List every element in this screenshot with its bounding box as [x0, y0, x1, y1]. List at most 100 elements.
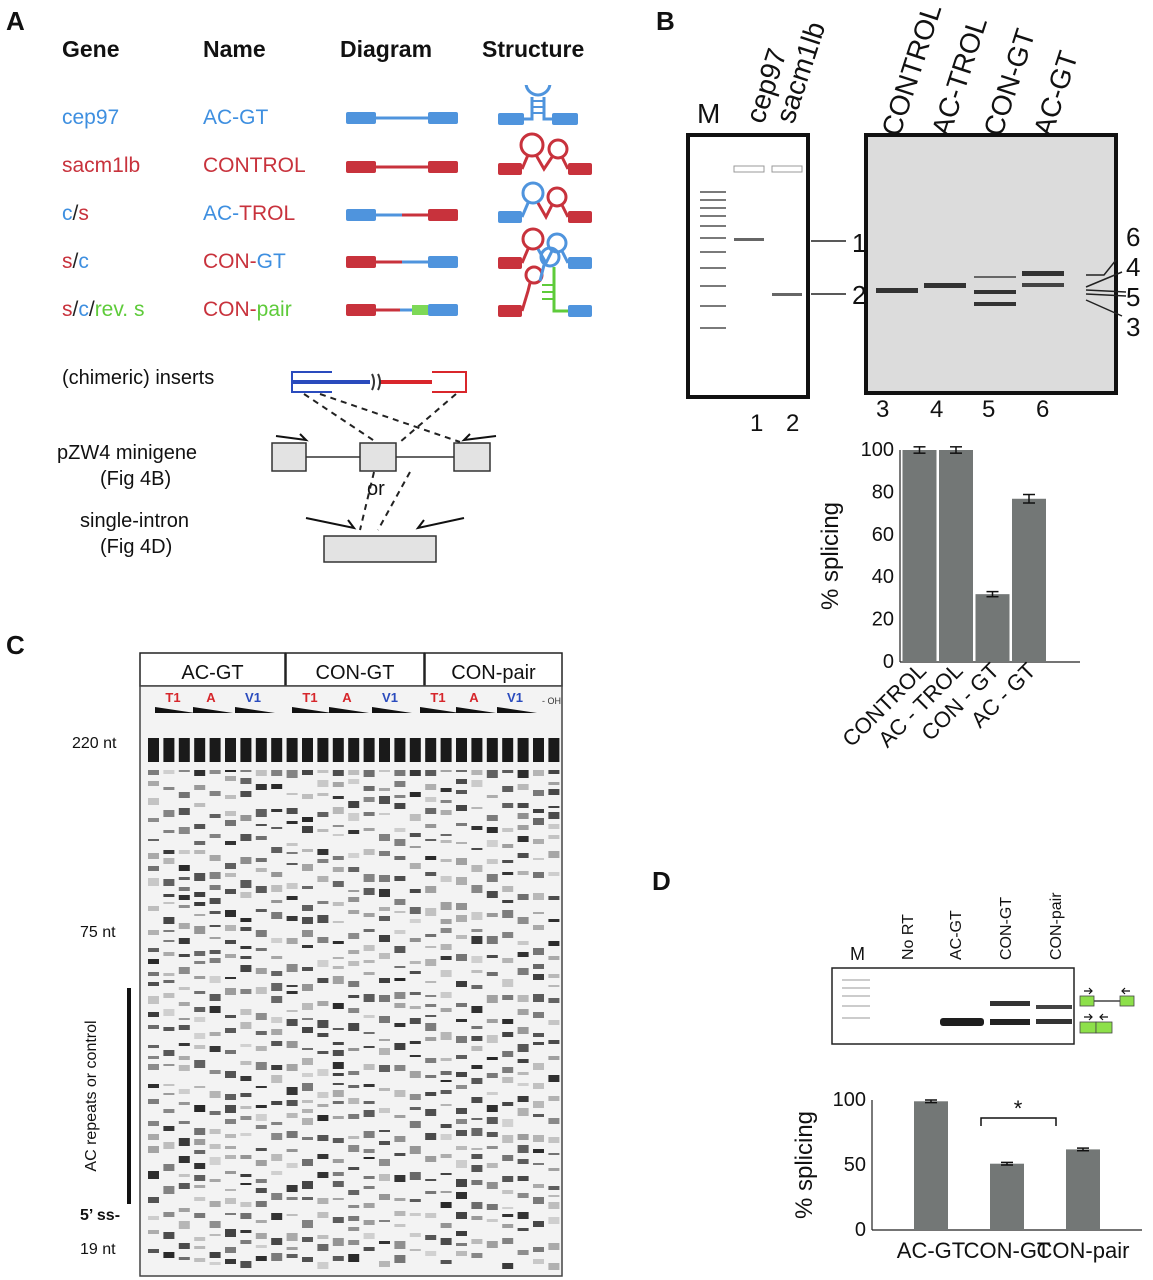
- gel-band: [517, 871, 529, 875]
- gel-band: [486, 955, 498, 958]
- band-label-4: 4: [1126, 252, 1141, 282]
- gel-band: [194, 1246, 206, 1249]
- gel-band: [409, 961, 421, 964]
- gel-band: [363, 1186, 375, 1189]
- gel-band: [486, 1163, 498, 1168]
- gel-band: [317, 1235, 329, 1239]
- gel-band: [178, 1065, 190, 1071]
- panel-d-lane-m: M: [850, 944, 865, 964]
- construct-name-2: CONTROL: [203, 154, 306, 178]
- gel-band: [225, 1198, 236, 1204]
- gel-band: [148, 1230, 159, 1234]
- gel-band: [456, 1036, 467, 1043]
- gel-band: [348, 933, 360, 939]
- gel-band: [302, 886, 313, 889]
- gel-band: [440, 956, 452, 960]
- gel-band: [225, 1259, 236, 1264]
- gel-band: [440, 992, 452, 998]
- gel-band: [178, 1156, 190, 1163]
- gel-band: [286, 770, 298, 778]
- gel-band: [209, 1221, 221, 1228]
- gel-band: [225, 1213, 236, 1215]
- gel-band: [502, 886, 514, 892]
- gel-band: [194, 850, 206, 854]
- gel-band: [409, 1121, 421, 1128]
- gel-band: [456, 981, 467, 987]
- gel-band: [255, 858, 267, 862]
- gel-band: [194, 1105, 206, 1112]
- gel-band: [456, 877, 467, 885]
- gel-band: [379, 907, 390, 911]
- gel-band: [317, 1135, 329, 1141]
- gel-band: [394, 966, 406, 968]
- gel-band: [225, 1171, 236, 1174]
- gel-band: [363, 1203, 375, 1208]
- gel-band: [240, 1133, 252, 1136]
- gel-band: [440, 800, 452, 803]
- gel-band: [517, 1009, 529, 1015]
- gel-band: [394, 1043, 406, 1050]
- gel-band: [194, 926, 206, 934]
- gel-band: [240, 1044, 252, 1047]
- gel-band: [255, 1062, 267, 1070]
- gel-band: [425, 856, 437, 860]
- gel-band: [425, 824, 437, 828]
- gel-band: [178, 1121, 190, 1124]
- gel-band: [163, 1212, 175, 1217]
- gel-band: [456, 1231, 467, 1236]
- gel-band: [225, 940, 236, 944]
- gel-band: [332, 1256, 344, 1261]
- construct-name-4: CON-GT: [203, 250, 286, 274]
- gel-band: [317, 1154, 329, 1159]
- gel-band: [486, 1204, 498, 1210]
- bar: [914, 1101, 948, 1230]
- gel-band: [425, 1251, 437, 1256]
- gel-band: [286, 863, 298, 865]
- gel-band: [394, 1224, 406, 1227]
- gel-band: [317, 876, 329, 882]
- gel-band: [332, 1172, 344, 1176]
- gradient-wedge: [497, 707, 537, 713]
- y-tick-label: 40: [872, 566, 894, 588]
- gel-band: [317, 793, 329, 796]
- gel-band: [148, 1249, 159, 1253]
- gel-band: [302, 1027, 313, 1033]
- gel-band: [394, 770, 406, 776]
- gel-band: [517, 941, 529, 945]
- full-length-band: [425, 738, 437, 762]
- y-axis-label: % splicing: [791, 1111, 818, 1219]
- gel-band: [255, 1105, 267, 1108]
- gel-band: [533, 1033, 544, 1037]
- gel-band: [225, 1028, 236, 1033]
- gel2-number-5: 5: [982, 396, 996, 423]
- gel-band: [425, 1023, 437, 1031]
- gel-band: [471, 807, 483, 809]
- gel-band: [286, 985, 298, 987]
- gel-band: [517, 1027, 529, 1034]
- gel-band: [209, 1157, 221, 1165]
- gel-band: [163, 787, 175, 790]
- gel-band: [148, 996, 159, 1004]
- full-length-band: [456, 738, 467, 762]
- gel-band: [440, 1260, 452, 1264]
- gel-band: [394, 1255, 406, 1263]
- gel-band: [456, 1119, 467, 1124]
- gel-band: [440, 1191, 452, 1193]
- gel-band: [225, 1015, 236, 1018]
- gel-band: [440, 919, 452, 924]
- gel-band: [148, 1084, 159, 1088]
- gel-band: [302, 1220, 313, 1228]
- gene-part: c: [62, 202, 73, 225]
- header-gene: Gene: [62, 36, 120, 62]
- gel-band: [271, 1133, 283, 1140]
- gel-band: [502, 828, 514, 832]
- gel-band: [348, 770, 360, 775]
- gel-band: [255, 1013, 267, 1020]
- gel-band: [286, 1019, 298, 1026]
- gradient-wedge: [155, 707, 195, 713]
- gel-band: [148, 1134, 159, 1140]
- gel2-number-3: 3: [876, 396, 890, 423]
- gel-band: [363, 1247, 375, 1251]
- gel-band: [163, 980, 175, 983]
- gel-band: [394, 899, 406, 905]
